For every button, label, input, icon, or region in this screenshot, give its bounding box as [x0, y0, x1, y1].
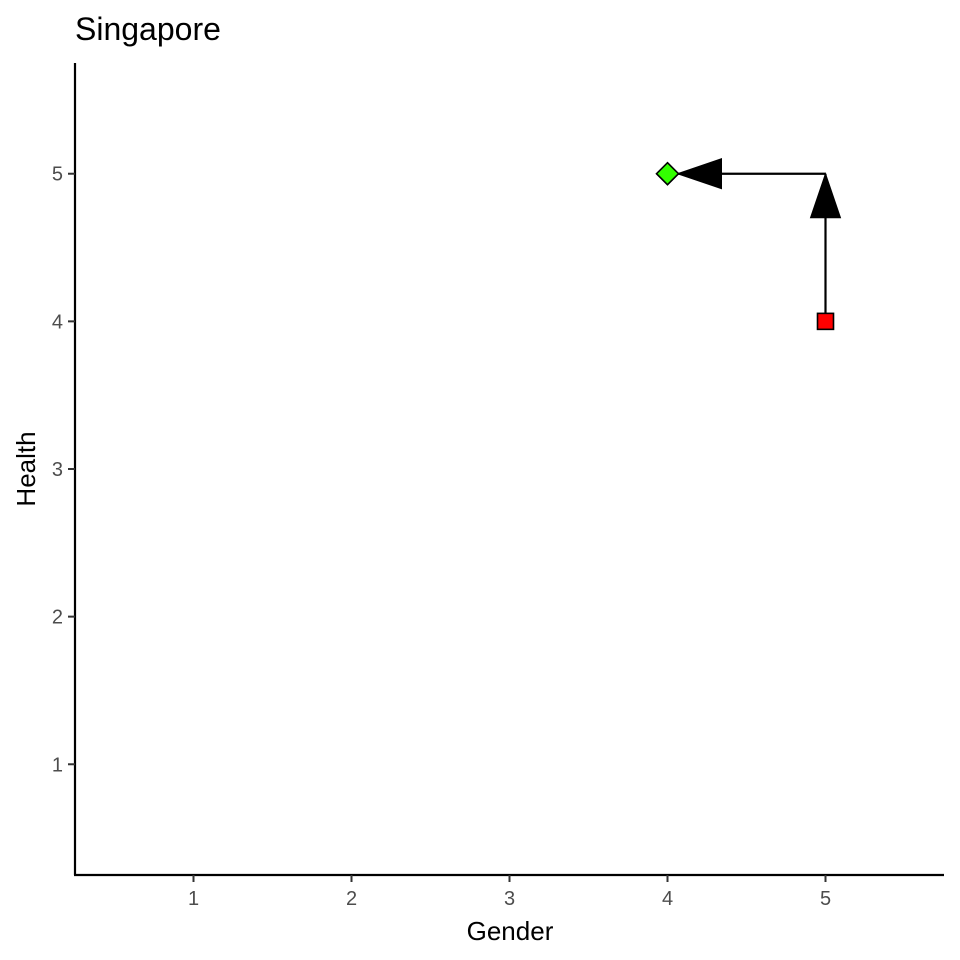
y-tick-label: 4: [52, 311, 63, 333]
diamond-marker: [655, 161, 680, 186]
y-tick-label: 1: [52, 754, 63, 776]
x-tick-label: 3: [504, 888, 515, 910]
chart-title: Singapore: [75, 11, 221, 47]
x-axis-title: Gender: [467, 916, 554, 946]
x-tick-label: 1: [188, 888, 199, 910]
x-tick-label: 4: [662, 888, 673, 910]
y-axis-title: Health: [11, 431, 41, 506]
x-tick-label: 2: [346, 888, 357, 910]
y-tick-label: 3: [52, 459, 63, 481]
trajectory-path: [667, 158, 842, 322]
x-tick-label: 5: [820, 888, 831, 910]
y-tick-label: 5: [52, 164, 63, 186]
x-axis-ticks: 1 2 3 4 5: [188, 875, 831, 910]
square-marker: [816, 312, 835, 331]
y-tick-label: 2: [52, 607, 63, 629]
arrow-head: [675, 158, 722, 190]
data-points: [655, 161, 835, 331]
arrow-head: [809, 172, 842, 219]
y-axis-ticks: 1 2 3 4 5: [52, 164, 75, 776]
